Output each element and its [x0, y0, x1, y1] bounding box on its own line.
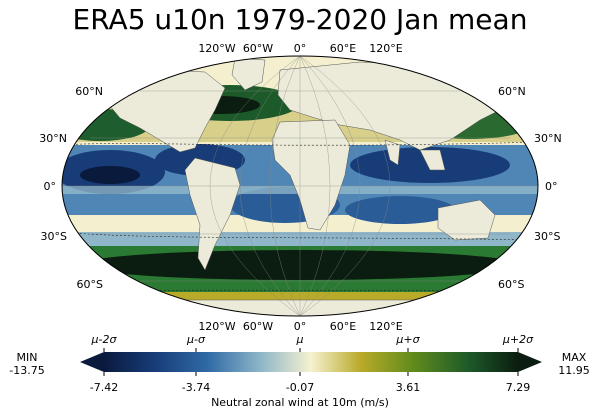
colorbar-max-arrow [518, 352, 542, 372]
max-value: 11.95 [558, 364, 590, 377]
colorbar-min-arrow [80, 352, 104, 372]
colorbar-max: MAX 11.95 [550, 351, 598, 377]
graticule [62, 56, 538, 316]
colorbar [80, 348, 542, 376]
lon-label-bottom: 60°E [329, 320, 357, 333]
lon-label-top: 60°E [329, 42, 357, 55]
colorbar-sigma-label: μ [296, 333, 304, 346]
lon-label-bottom: 120°E [369, 320, 403, 333]
lon-label-bottom: 0° [293, 320, 307, 333]
lat-label-left: 30°S [40, 230, 67, 243]
colorbar-tick-label: 7.29 [505, 381, 531, 394]
max-title: MAX [561, 351, 587, 364]
lon-label-top: 120°W [198, 42, 236, 55]
lon-label-top: 0° [293, 42, 307, 55]
lat-label-left: 0° [43, 180, 57, 193]
lat-label-left: 60°S [76, 278, 103, 291]
min-value: -13.75 [9, 364, 45, 377]
lat-label-left: 60°N [75, 85, 103, 98]
lat-label-right: 60°N [498, 85, 526, 98]
colorbar-tick-label: 3.61 [395, 381, 421, 394]
colorbar-gradient [104, 352, 518, 372]
colorbar-sigma-label: μ+2σ [502, 333, 534, 346]
lon-label-bottom: 60°W [242, 320, 274, 333]
colorbar-sigma-label: μ+σ [396, 333, 420, 346]
lat-label-right: 30°S [534, 230, 561, 243]
colorbar-tick-label: -0.07 [285, 381, 315, 394]
lat-label-left: 30°N [39, 132, 67, 145]
lat-label-right: 0° [545, 180, 558, 193]
lon-label-bottom: 120°W [198, 320, 236, 333]
colorbar-tick-label: -7.42 [89, 381, 119, 394]
min-title: MIN [16, 351, 38, 364]
globe-outline [61, 55, 539, 317]
colorbar-sigma-label: μ-2σ [91, 333, 117, 346]
lat-label-right: 30°N [534, 132, 562, 145]
wind-field [62, 56, 538, 316]
colorbar-sigma-label: μ-σ [187, 333, 205, 346]
lat-label-right: 60°S [498, 278, 525, 291]
colorbar-label: Neutral zonal wind at 10m (m/s) [211, 396, 389, 409]
lon-label-top: 120°E [369, 42, 403, 55]
map-title: ERA5 u10n 1979-2020 Jan mean [72, 3, 528, 36]
colorbar-tick-label: -3.74 [181, 381, 211, 394]
lon-label-top: 60°W [242, 42, 274, 55]
colorbar-min: MIN -13.75 [4, 351, 50, 377]
